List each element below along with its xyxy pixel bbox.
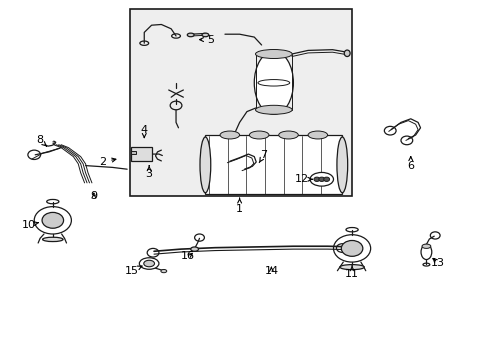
Text: 10: 10	[21, 220, 38, 230]
Bar	[131, 151, 136, 154]
Ellipse shape	[255, 105, 292, 114]
Ellipse shape	[336, 137, 347, 193]
Text: 8: 8	[37, 135, 46, 146]
Ellipse shape	[421, 244, 430, 248]
Ellipse shape	[200, 137, 210, 193]
Circle shape	[42, 212, 63, 228]
Text: 2: 2	[99, 157, 116, 167]
Circle shape	[318, 177, 324, 181]
Text: 3: 3	[145, 166, 152, 179]
Ellipse shape	[307, 131, 327, 139]
Text: 1: 1	[236, 198, 243, 214]
Text: 11: 11	[345, 266, 358, 279]
Text: 5: 5	[199, 35, 213, 45]
Ellipse shape	[220, 131, 239, 139]
Text: 7: 7	[259, 150, 267, 163]
Ellipse shape	[278, 131, 298, 139]
Text: 15: 15	[125, 266, 142, 276]
Bar	[205, 135, 342, 194]
Ellipse shape	[42, 237, 63, 242]
Text: 13: 13	[430, 258, 444, 268]
Ellipse shape	[143, 260, 154, 267]
Ellipse shape	[161, 269, 166, 273]
Bar	[129, 9, 351, 196]
Text: 16: 16	[181, 251, 195, 261]
Text: 14: 14	[264, 266, 278, 276]
Text: 4: 4	[141, 125, 147, 138]
Circle shape	[313, 177, 319, 181]
Ellipse shape	[309, 172, 333, 186]
Text: 6: 6	[407, 157, 413, 171]
Ellipse shape	[344, 50, 349, 57]
Circle shape	[323, 177, 329, 181]
Ellipse shape	[190, 247, 198, 251]
Ellipse shape	[187, 33, 194, 37]
Ellipse shape	[255, 50, 292, 59]
Text: 12: 12	[295, 174, 311, 184]
Circle shape	[341, 240, 362, 256]
Bar	[131, 147, 151, 161]
Ellipse shape	[420, 244, 431, 260]
Ellipse shape	[339, 265, 364, 270]
Ellipse shape	[249, 131, 268, 139]
Ellipse shape	[254, 51, 293, 114]
Text: 9: 9	[90, 191, 97, 201]
Ellipse shape	[139, 258, 159, 269]
Ellipse shape	[202, 33, 208, 37]
